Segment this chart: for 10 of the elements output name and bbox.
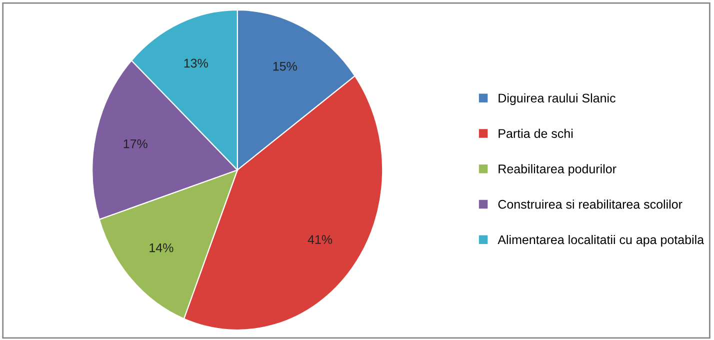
legend-label: Partia de schi [498,128,573,138]
data-label: 15% [273,62,297,71]
data-label: 14% [150,243,174,252]
data-label: 41% [308,235,332,244]
legend-label: Alimentarea localitatii cu apa potabila [498,234,704,247]
data-label: 13% [184,58,208,68]
legend-label: Reabilitarea podurilor [498,164,616,176]
data-label: 17% [124,139,148,148]
legend-label: Construirea si reabilitarea scolilor [498,200,682,209]
legend-label: Diguirea raului Slanic [498,93,616,106]
